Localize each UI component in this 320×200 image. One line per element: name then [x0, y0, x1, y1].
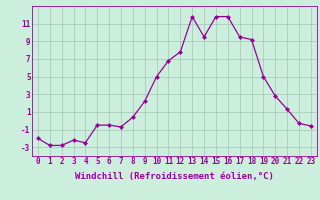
X-axis label: Windchill (Refroidissement éolien,°C): Windchill (Refroidissement éolien,°C)	[75, 172, 274, 181]
